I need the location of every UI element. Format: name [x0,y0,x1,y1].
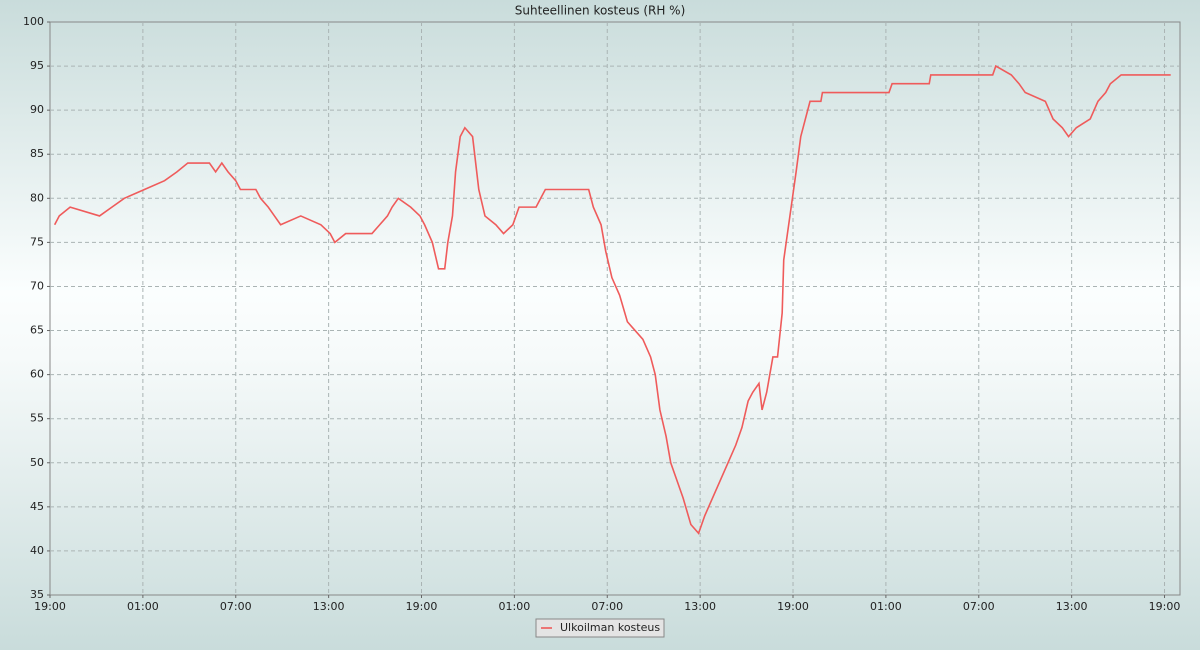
y-tick-label: 35 [30,588,44,601]
y-tick-label: 85 [30,147,44,160]
x-tick-label: 07:00 [591,600,623,613]
y-tick-label: 45 [30,500,44,513]
legend-box [535,618,665,638]
x-tick-label: 19:00 [34,600,66,613]
x-tick-label: 01:00 [870,600,902,613]
x-tick-label: 13:00 [313,600,345,613]
x-tick-label: 07:00 [220,600,252,613]
x-tick-label: 07:00 [963,600,995,613]
plot-frame [49,21,1181,596]
x-tick-label: 19:00 [1149,600,1181,613]
y-tick-label: 60 [30,368,44,381]
y-tick-label: 90 [30,103,44,116]
x-tick-label: 19:00 [777,600,809,613]
legend-label: Ulkoilman kosteus [560,621,660,634]
x-tick-label: 13:00 [1056,600,1088,613]
y-tick-label: 95 [30,59,44,72]
data-line [53,64,1171,535]
y-tick-label: 65 [30,324,44,337]
chart-title: Suhteellinen kosteus (RH %) [515,4,686,18]
y-tick-label: 75 [30,235,44,248]
y-tick-label: 100 [23,15,44,28]
x-tick-label: 13:00 [684,600,716,613]
y-tick-label: 50 [30,456,44,469]
y-tick-label: 70 [30,279,44,292]
y-tick-label: 40 [30,544,44,557]
x-tick-label: 01:00 [127,600,159,613]
y-tick-label: 55 [30,412,44,425]
x-tick-label: 19:00 [406,600,438,613]
x-tick-label: 01:00 [499,600,531,613]
y-tick-label: 80 [30,191,44,204]
